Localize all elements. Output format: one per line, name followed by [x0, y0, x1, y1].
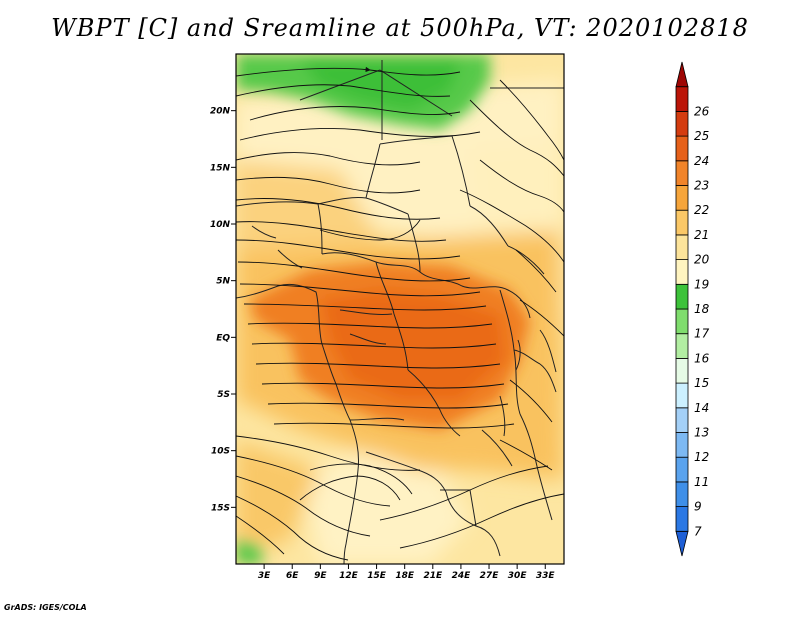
field-pale-south [300, 440, 470, 564]
colorbar-label: 22 [694, 203, 709, 217]
y-tick-label: EQ [216, 333, 230, 343]
colorbar-label: 21 [694, 228, 709, 242]
colorbar-label: 19 [694, 277, 709, 291]
field-yellow-sw [236, 440, 320, 560]
map-field [236, 54, 564, 564]
map-frame [235, 53, 565, 565]
colorbar-label: 11 [694, 475, 709, 489]
x-tick-label: 24E [452, 571, 472, 581]
field-green-inner [300, 60, 460, 110]
colorbar-segment [675, 308, 689, 335]
chart-title: WBPT [C] and Sreamline at 500hPa, VT: 20… [51, 14, 749, 42]
y-tick-label: 5N [216, 277, 230, 287]
streamlines [236, 66, 564, 561]
y-tick-label: 15N [210, 163, 231, 173]
colorbar-label: 7 [694, 524, 702, 538]
colorbar: 7 9 11 12 13 14 15 16 17 18 19 20 21 22 23 24 25 26 [675, 61, 710, 557]
colorbar-segment [675, 259, 689, 285]
x-tick-label: 9E [314, 571, 327, 581]
colorbar-segment [675, 407, 689, 433]
colorbar-label: 12 [694, 450, 709, 464]
x-tick-label: 33E [536, 571, 556, 581]
colorbar-label: 9 [694, 500, 702, 514]
x-tick-label: 21E [423, 571, 443, 581]
colorbar-segment [675, 432, 689, 458]
colorbar-label: 18 [694, 302, 710, 316]
x-tick-label: 15E [367, 571, 387, 581]
x-tick-label: 6E [286, 571, 299, 581]
colorbar-label: 13 [694, 426, 709, 440]
y-tick-label: 20N [210, 107, 231, 117]
colorbar-segment [675, 111, 689, 137]
colorbar-segment [675, 185, 689, 211]
x-axis: 3E 6E 9E 12E 15E 18E 21E 24E 27E 30E 33E [258, 564, 556, 581]
colorbar-bottom-triangle [675, 530, 689, 557]
colorbar-label: 20 [694, 253, 710, 267]
x-tick-label: 3E [258, 571, 271, 581]
x-tick-label: 18E [395, 571, 415, 581]
colorbar-segment [675, 283, 689, 310]
colorbar-segment [675, 333, 689, 359]
colorbar-top-triangle [675, 61, 689, 88]
x-tick-label: 30E [508, 571, 528, 581]
colorbar-segment [675, 382, 689, 409]
y-axis: 20N 15N 10N 5N EQ 5S 10S 15S [210, 107, 236, 513]
field-orange-inner [320, 290, 505, 400]
field-green-corner [236, 540, 264, 564]
x-tick-label: 27E [480, 571, 500, 581]
colorbar-label: 25 [694, 129, 709, 143]
field-yellow-west [236, 160, 380, 260]
colorbar-label: 15 [694, 376, 709, 390]
y-tick-label: 10N [210, 220, 231, 230]
colorbar-label: 23 [694, 179, 709, 193]
colorbar-segment [675, 160, 689, 186]
colorbar-label: 14 [694, 401, 709, 415]
colorbar-label: 26 [694, 104, 710, 118]
colorbar-segment [675, 481, 689, 507]
colorbar-segment [675, 209, 689, 236]
colorbar-segment [675, 357, 689, 384]
y-tick-label: 5S [217, 390, 230, 400]
colorbar-label: 17 [694, 327, 710, 341]
y-tick-label: 15S [211, 503, 230, 513]
colorbar-segment [675, 456, 689, 483]
colorbar-segment [675, 86, 689, 112]
colorbar-label: 16 [694, 351, 710, 365]
colorbar-segment [675, 506, 689, 532]
colorbar-segment [675, 234, 689, 260]
credit-text: GrADS: IGES/COLA [4, 603, 87, 612]
x-tick-label: 12E [339, 571, 359, 581]
colorbar-label: 24 [694, 154, 709, 168]
y-tick-label: 10S [211, 447, 230, 457]
colorbar-segment [675, 135, 689, 162]
lakes [499, 339, 521, 437]
